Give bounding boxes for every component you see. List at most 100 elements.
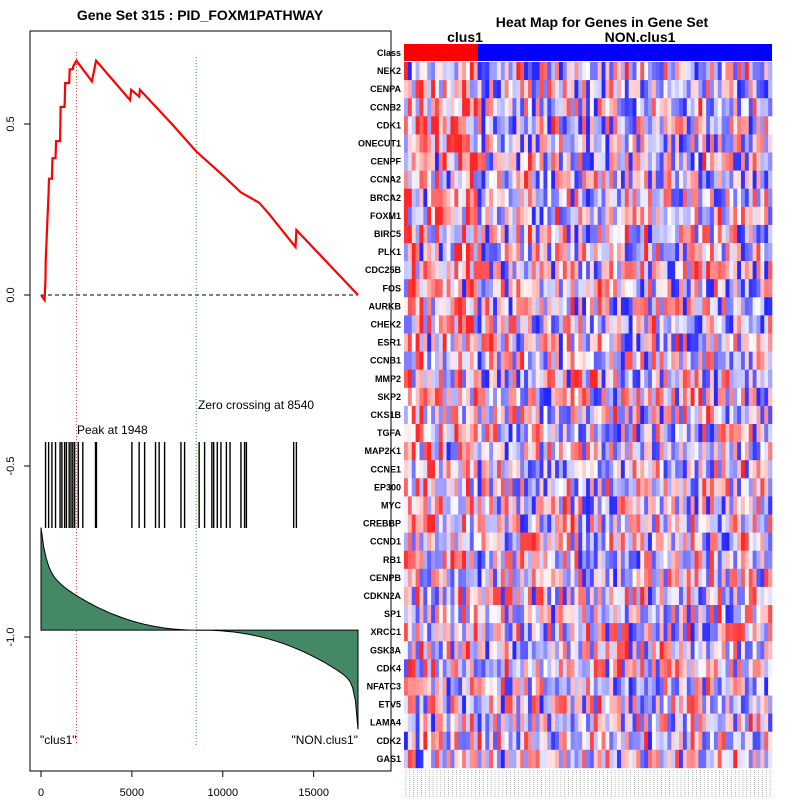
heatmap-cell (589, 568, 595, 588)
heatmap-cell (671, 116, 676, 135)
heatmap-cell (407, 568, 413, 588)
heatmap-cell (574, 206, 579, 226)
heatmap-cell (632, 460, 637, 479)
heatmap-cell (586, 80, 591, 99)
heatmap-cell (496, 731, 502, 751)
heatmap-cell (694, 206, 699, 226)
heatmap-cell (651, 695, 657, 714)
heatmap-cell (558, 605, 564, 624)
heatmap-cell (651, 170, 657, 189)
heatmap-cell (415, 659, 420, 678)
heatmap-cell (648, 460, 653, 479)
heatmap-cell (551, 405, 556, 425)
heatmap-cell (450, 170, 455, 189)
heatmap-cell (442, 586, 447, 606)
heatmap-cell (558, 659, 564, 678)
heatmap-cell (566, 550, 571, 570)
heatmap-cell (473, 623, 478, 642)
heatmap-cell (489, 532, 494, 551)
heatmap-cell (570, 333, 575, 352)
heatmap-cell (566, 695, 571, 714)
heatmap-cell (690, 496, 695, 515)
heatmap-cell (543, 695, 548, 714)
heatmap-cell (539, 279, 544, 298)
heatmap-cell (636, 550, 641, 570)
heatmap-cell (613, 641, 618, 660)
heatmap-cell (539, 677, 544, 696)
heatmap-cell (624, 405, 629, 425)
heatmap-cell (566, 641, 571, 660)
heatmap-cell (574, 170, 579, 189)
heatmap-cell (512, 62, 517, 81)
heatmap-cell (648, 586, 653, 606)
heatmap-cell (713, 315, 719, 334)
heatmap-cell (582, 605, 587, 624)
heatmap-cell (702, 623, 707, 642)
heatmap-cell (675, 749, 680, 769)
heatmap-cell (446, 550, 451, 570)
heatmap-cell (570, 152, 575, 171)
heatmap-cell (493, 713, 498, 732)
heatmap-cell (690, 695, 695, 714)
heatmap-cell (516, 170, 521, 189)
heatmap-cell (694, 62, 699, 81)
heatmap-cell (547, 695, 552, 714)
heatmap-cell (586, 351, 591, 370)
heatmap-cell (698, 731, 703, 751)
heatmap-cell (768, 279, 773, 298)
heatmap-cell (555, 496, 560, 515)
heatmap-cell (768, 80, 773, 99)
heatmap-cell (694, 297, 699, 316)
heatmap-cell (562, 98, 567, 117)
heatmap-cell (597, 98, 602, 117)
heatmap-cell (698, 333, 703, 352)
heatmap-cell (524, 224, 529, 244)
heatmap-cell (682, 405, 688, 425)
heatmap-cell (489, 677, 494, 696)
heatmap-cell (535, 170, 540, 189)
heatmap-cell (547, 442, 552, 461)
heatmap-cell (651, 134, 657, 153)
heatmap-cell (605, 550, 610, 570)
heatmap-cell (636, 478, 641, 497)
heatmap-cell (562, 333, 567, 352)
heatmap-cell (620, 532, 626, 551)
heatmap-cell (438, 369, 444, 389)
heatmap-cell (624, 713, 629, 732)
heatmap-cell (589, 442, 595, 461)
heatmap-cell (675, 333, 680, 352)
gene-label: MAP2K1 (364, 446, 401, 456)
heatmap-cell (504, 460, 509, 479)
heatmap-cell (500, 623, 506, 642)
heatmap-cell (617, 333, 622, 352)
heatmap-cell (539, 605, 544, 624)
heatmap-cell (574, 623, 579, 642)
heatmap-cell (415, 224, 420, 244)
heatmap-cell (427, 80, 432, 99)
heatmap-cell (551, 641, 556, 660)
heatmap-cell (671, 731, 676, 751)
heatmap-cell (589, 315, 595, 334)
heatmap-cell (543, 261, 548, 280)
heatmap-cell (454, 315, 459, 334)
heatmap-cell (713, 224, 719, 244)
heatmap-cell (663, 460, 668, 479)
heatmap-cell (671, 568, 676, 588)
heatmap-cell (667, 550, 672, 570)
heatmap-cell (601, 568, 606, 588)
heatmap-cell (644, 677, 649, 696)
heatmap-cell (655, 496, 660, 515)
heatmap-cell (547, 731, 552, 751)
heatmap-cell (713, 279, 719, 298)
heatmap-cell (454, 369, 459, 389)
heatmap-cell (508, 98, 513, 117)
heatmap-cell (764, 550, 769, 570)
heatmap-cell (748, 224, 753, 244)
heatmap-cell (609, 460, 614, 479)
ranked-metric-area (40, 527, 359, 730)
heatmap-cell (551, 369, 556, 389)
heatmap-cell (578, 261, 583, 280)
heatmap-cell (710, 206, 715, 226)
heatmap-cell (442, 568, 447, 588)
heatmap-cell (667, 695, 672, 714)
